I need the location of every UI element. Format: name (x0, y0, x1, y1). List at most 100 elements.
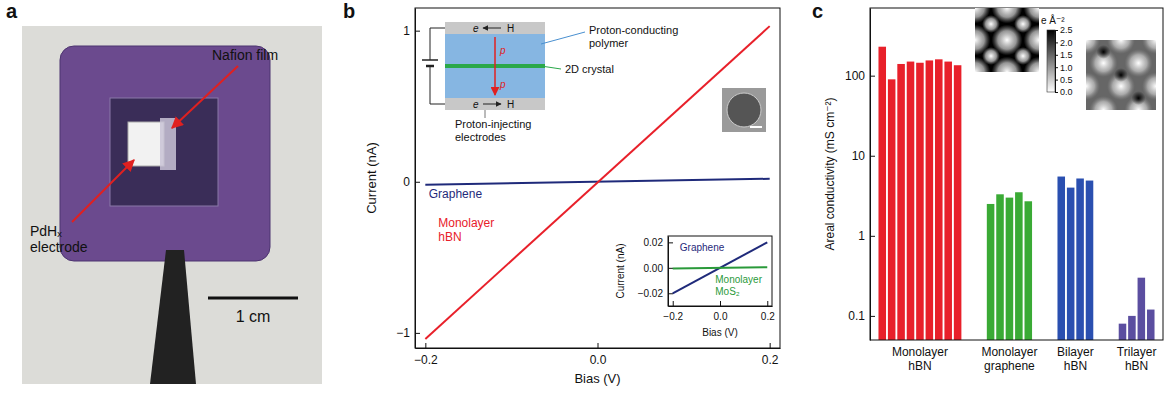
series-label: Graphene (429, 187, 483, 201)
data-line (673, 267, 768, 268)
text-line: Trilayer (1117, 345, 1157, 359)
tick-mark (668, 268, 673, 269)
tick-mark (1055, 67, 1058, 68)
series-label: Graphene (680, 242, 725, 253)
series-label: MonolayerMoS₂ (715, 274, 762, 297)
tick-mark (415, 333, 420, 334)
panel-b: −0.20.00.2−101bBias (V)Current (nA)Graph… (343, 0, 781, 386)
text-line: Monolayer (715, 274, 762, 285)
axis: 0.1110100 (845, 9, 875, 341)
text-line: Graphene (680, 242, 725, 253)
tick-label: 2.0 (1060, 38, 1073, 48)
text-line: Proton-conducting (589, 24, 678, 36)
tick-mark (673, 301, 674, 306)
text-line: Graphene (429, 187, 483, 201)
text-line: electrodes (455, 131, 506, 143)
tick-label: 0.2 (762, 353, 779, 367)
text-line: Current (nA) (615, 243, 626, 298)
text-line: H (507, 23, 514, 34)
battery (422, 59, 438, 61)
tick: 0.2 (762, 343, 779, 367)
text-line: hBN (1125, 359, 1148, 373)
axis-line (669, 306, 773, 307)
density-blob (1097, 45, 1111, 59)
schematic-label: Proton-conductingpolymer (589, 24, 678, 49)
density-blob (982, 15, 1000, 33)
tick: 0.5 (1055, 75, 1073, 85)
text-line: c (812, 0, 823, 22)
bar (996, 194, 1004, 340)
text-line: 1 cm (236, 308, 271, 325)
arrow (483, 104, 501, 105)
text-line: p (499, 79, 506, 90)
bar (1128, 316, 1136, 340)
text-line: hBN (1064, 359, 1087, 373)
tick-label: −0.2 (663, 311, 683, 322)
colorbar-title: e Å⁻² (1041, 14, 1065, 26)
tick-mark (770, 343, 771, 348)
colorbar (1047, 30, 1055, 92)
text-line: e (473, 23, 479, 34)
density-blob (1014, 47, 1032, 65)
text-line: e Å⁻² (1041, 14, 1065, 26)
micrograph-frame (722, 88, 766, 132)
tick-mark (870, 156, 875, 157)
scale-bar (208, 297, 298, 300)
tick-label: 0 (403, 175, 410, 189)
tick-mark (668, 242, 673, 243)
tick-mark (1055, 30, 1058, 31)
text-line: Monolayer (438, 216, 494, 230)
text-line: MoS₂ (715, 286, 740, 297)
density-blob (1132, 91, 1146, 105)
data-line (425, 26, 769, 339)
tick-label: 0.2 (761, 311, 775, 322)
text-line: Monolayer (892, 345, 948, 359)
tick-label: 1 (403, 24, 410, 38)
text-line: a (6, 0, 18, 22)
axis-title: Bias (V) (574, 371, 620, 386)
bar (1076, 178, 1084, 340)
leader-line (541, 66, 561, 69)
text-line: graphene (984, 359, 1035, 373)
micrograph-scale (750, 126, 762, 128)
bar (1147, 310, 1155, 340)
bar (878, 47, 886, 340)
tick: 1 (858, 229, 875, 243)
bars (878, 47, 1154, 340)
tick-label: 2.5 (1060, 25, 1073, 35)
text-line: Nafion film (212, 47, 278, 63)
plot-frame (415, 8, 780, 348)
annotation: PdHₓelectrode (30, 223, 88, 255)
tick: −0.2 (663, 301, 683, 322)
tick-mark (870, 76, 875, 77)
tick-mark (1055, 92, 1058, 93)
tick: 1.0 (1055, 63, 1073, 73)
density-blob (1086, 72, 1100, 100)
bar (1067, 188, 1075, 340)
inset-background (600, 230, 778, 342)
micrograph (722, 88, 766, 132)
axis: −0.20.00.2 (414, 343, 781, 367)
panel-c: 0.1110100MonolayerhBNMonolayergrapheneBi… (812, 0, 1171, 373)
arrow (172, 66, 238, 128)
bar (1138, 278, 1146, 340)
figure: aNafion filmPdHₓelectrode1 cm−0.20.00.2−… (0, 0, 1171, 394)
tick-mark (1055, 55, 1058, 56)
axis-title: Current (nA) (364, 142, 379, 214)
text-line: Areal conductivity (mS cm⁻²) (823, 97, 837, 250)
tick-mark (598, 343, 599, 348)
tick: 0.0 (1055, 87, 1073, 97)
panel-a: a Nafion film PdHₓelectrode 1 cm (6, 0, 322, 384)
density-blob (1125, 49, 1153, 77)
tick: −0.2 (414, 343, 438, 367)
tick-mark (870, 236, 875, 237)
schematic-layer (445, 22, 545, 34)
text-line: b (343, 0, 355, 22)
text-line: PdHₓ (30, 223, 62, 239)
text-line: p (499, 45, 506, 56)
axis-line (415, 9, 416, 349)
lines (425, 26, 769, 339)
density-map (975, 8, 1039, 72)
text-line: Bias (V) (702, 327, 738, 338)
text-line: Proton-injecting (455, 118, 531, 130)
